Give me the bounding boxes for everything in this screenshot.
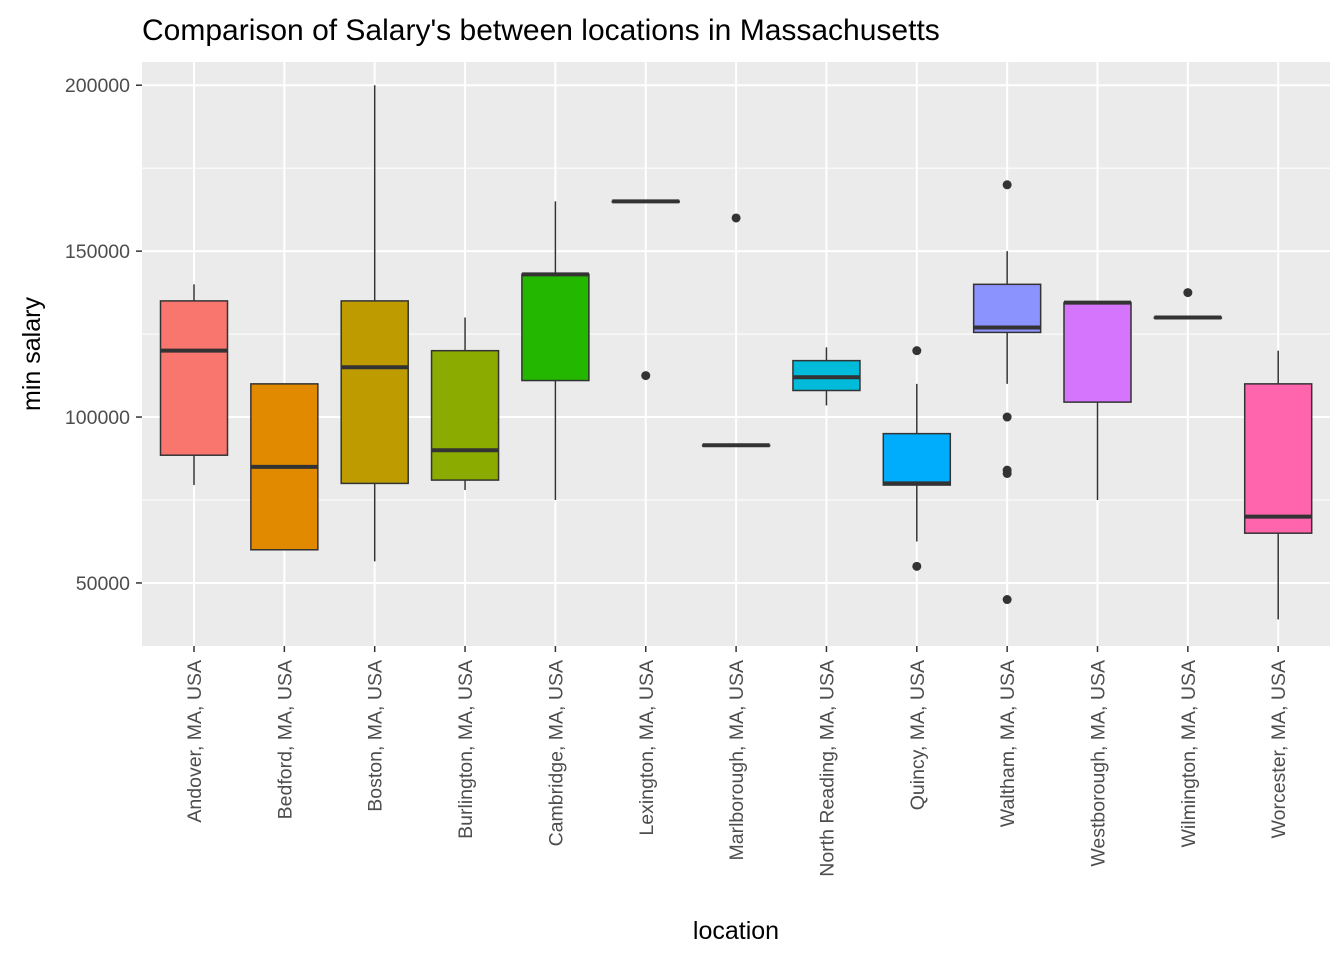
outlier-point [1002,412,1012,422]
x-tick-label: Burlington, MA, USA [455,660,477,839]
y-tick-label: 100000 [65,407,130,429]
box-11 [1153,288,1223,320]
chart-title: Comparison of Salary's between locations… [142,14,940,47]
outlier-point [1002,180,1012,190]
box-7 [792,347,861,406]
box-1 [250,383,319,551]
box-rect [521,273,590,382]
outlier-point [1002,468,1012,478]
y-axis: 50000 100000 150000 200000 [65,75,142,595]
x-tick-label: Waltham, MA, USA [997,660,1019,827]
x-tick-label: Lexington, MA, USA [636,660,658,836]
box-rect [159,300,229,456]
box-3 [430,317,500,491]
box-6 [701,213,771,448]
outlier-point [1002,595,1012,605]
x-tick-label: Cambridge, MA, USA [545,660,567,846]
box-10 [1063,300,1132,500]
x-tick-label: Bedford, MA, USA [274,660,296,819]
box-rect [1063,301,1132,403]
box-rect [972,283,1042,334]
outlier-point [912,561,922,571]
x-tick-label: Quincy, MA, USA [907,660,929,810]
y-axis-title: min salary [18,297,46,411]
x-axis: Andover, MA, USA Bedford, MA, USA Boston, … [184,646,1290,877]
box-4 [521,201,590,500]
outlier-point [731,213,741,223]
x-tick-label: Andover, MA, USA [184,660,206,823]
box-12 [1243,350,1313,620]
box-2 [340,85,409,562]
y-tick-label: 150000 [65,241,130,263]
box-9 [972,180,1042,605]
x-tick-label: Worcester, MA, USA [1268,660,1290,838]
y-tick-label: 50000 [76,573,130,595]
box-0 [159,284,229,486]
x-tick-label: Marlborough, MA, USA [726,660,748,861]
boxes [159,85,1313,620]
x-tick-label: Wilmington, MA, USA [1178,660,1200,847]
y-tick-label: 200000 [65,75,130,97]
box-5 [611,199,680,381]
outlier-point [641,371,651,381]
x-axis-title: location [693,917,779,945]
box-rect [1243,383,1313,534]
box-rect [430,349,500,481]
box-rect [882,432,952,486]
box-rect [340,300,409,485]
box-8 [882,346,952,571]
x-tick-label: Boston, MA, USA [365,660,387,812]
x-tick-label: North Reading, MA, USA [816,660,838,877]
outlier-point [1183,288,1193,298]
outlier-point [912,346,922,356]
x-tick-label: Westborough, MA, USA [1088,660,1110,867]
